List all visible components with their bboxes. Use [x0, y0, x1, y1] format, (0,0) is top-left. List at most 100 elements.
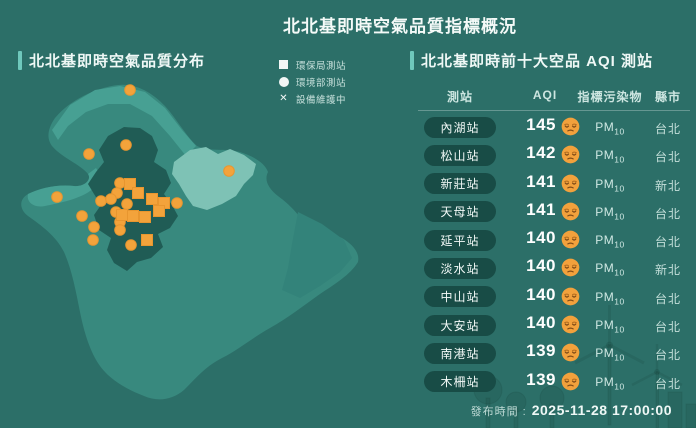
station-marker-circle[interactable] — [121, 198, 133, 210]
pollutant-label: PM10 — [595, 261, 625, 278]
pollutant-label: PM10 — [595, 374, 625, 392]
aqi-value: 142 — [526, 143, 556, 163]
station-marker-circle[interactable] — [95, 195, 107, 207]
aqi-value: 140 — [526, 228, 556, 248]
map-region-keelung — [172, 147, 256, 210]
pollutant-label: PM10 — [595, 346, 625, 363]
aqi-face-icon — [561, 343, 580, 362]
station-badge[interactable]: 延平站 — [424, 229, 496, 251]
table-row: 木柵站 139 PM10 台北 — [408, 368, 696, 396]
column-header-pollutant: 指標污染物 — [577, 90, 643, 104]
station-marker-circle[interactable] — [105, 193, 117, 205]
station-marker-circle[interactable] — [125, 239, 137, 251]
station-badge[interactable]: 內湖站 — [424, 116, 496, 138]
station-marker-circle[interactable] — [171, 197, 183, 209]
station-marker-circle[interactable] — [124, 84, 136, 96]
aqi-face-icon — [561, 315, 580, 334]
pollutant-label: PM10 — [595, 148, 625, 165]
county-label: 台北 — [654, 348, 681, 363]
aqi-face-icon — [561, 372, 580, 391]
aqi-value: 141 — [526, 199, 556, 219]
table-row: 天母站 141 PM10 台北 — [408, 198, 696, 226]
county-label: 台北 — [654, 150, 681, 165]
legend-item-maintenance: ✕ 設備維護中 — [276, 90, 346, 107]
station-marker-circle[interactable] — [88, 221, 100, 233]
station-marker-circle[interactable] — [76, 210, 88, 222]
station-marker-circle[interactable] — [114, 177, 126, 189]
pollutant-label: PM10 — [595, 233, 625, 250]
aqi-face-icon — [561, 117, 580, 136]
map-region-east — [282, 212, 352, 298]
header-separator — [418, 110, 690, 111]
aqi-value: 145 — [526, 115, 556, 134]
station-marker-square[interactable] — [153, 205, 165, 217]
publish-time-label: 發布時間 : — [470, 406, 527, 418]
aqi-face-icon — [561, 230, 580, 249]
pollutant-label: PM10 — [595, 176, 625, 193]
table-row: 南港站 139 PM10 台北 — [408, 339, 696, 367]
column-header-county: 縣市 — [654, 90, 681, 104]
aqi-value: 140 — [526, 256, 556, 276]
column-header-aqi: AQI — [532, 88, 558, 102]
station-marker-circle[interactable] — [223, 165, 235, 177]
station-badge[interactable]: 南港站 — [424, 342, 496, 364]
county-label: 台北 — [654, 122, 681, 136]
station-badge[interactable]: 新莊站 — [424, 173, 496, 195]
station-marker-square[interactable] — [116, 209, 128, 221]
station-badge[interactable]: 大安站 — [424, 314, 496, 336]
station-badge[interactable]: 天母站 — [424, 201, 496, 223]
station-marker-square[interactable] — [124, 178, 136, 190]
table-row: 中山站 140 PM10 台北 — [408, 283, 696, 311]
aqi-value: 141 — [526, 171, 556, 191]
legend-item-moenv: 環境部測站 — [276, 73, 346, 90]
pollutant-label: PM10 — [595, 289, 625, 307]
table-panel-header: 北北基即時前十大空品 AQI 測站 — [410, 50, 653, 71]
page-title: 北北基即時空氣品質指標概況 — [283, 17, 517, 36]
county-label: 台北 — [654, 376, 681, 391]
table-row: 淡水站 140 PM10 新北 — [408, 254, 696, 282]
station-badge[interactable]: 松山站 — [424, 144, 496, 166]
aqi-face-icon — [561, 145, 580, 164]
column-header-station: 測站 — [446, 90, 473, 104]
accent-bar — [18, 51, 22, 70]
aqi-face-icon — [561, 174, 580, 193]
circle-marker-icon — [276, 76, 291, 87]
pollutant-label: PM10 — [595, 318, 625, 335]
aqi-face-icon — [561, 202, 580, 221]
station-marker-square[interactable] — [141, 234, 153, 246]
station-marker-square[interactable] — [146, 193, 158, 205]
air-quality-map[interactable] — [0, 76, 400, 428]
station-marker-circle[interactable] — [120, 139, 132, 151]
aqi-table-panel: 北北基即時前十大空品 AQI 測站 測站 AQI 指標污染物 縣市 內湖站 14… — [408, 48, 696, 420]
table-row: 內湖站 145 PM10 台北 — [408, 113, 696, 141]
station-marker-circle[interactable] — [51, 191, 63, 203]
table-row: 延平站 140 PM10 台北 — [408, 226, 696, 254]
pollutant-label: PM10 — [595, 120, 625, 137]
county-label: 台北 — [654, 320, 681, 335]
aqi-table-body: 內湖站 145 PM10 台北 松山站 142 — [408, 113, 696, 396]
station-marker-square[interactable] — [139, 211, 151, 223]
aqi-face-icon — [561, 287, 580, 306]
map-region-tamsui — [27, 168, 99, 207]
publish-time-value: 2025-11-28 17:00:00 — [531, 402, 672, 418]
station-marker-circle[interactable] — [87, 234, 99, 246]
county-label: 新北 — [654, 178, 681, 193]
map-legend: 環保局測站 環境部測站 ✕ 設備維護中 — [276, 56, 346, 107]
station-markers[interactable] — [51, 84, 235, 251]
county-label: 台北 — [654, 235, 681, 250]
accent-bar — [410, 51, 414, 70]
map-panel-header: 北北基即時空氣品質分布 — [18, 50, 205, 71]
station-marker-circle[interactable] — [83, 148, 95, 160]
station-badge[interactable]: 淡水站 — [424, 257, 496, 279]
station-marker-square[interactable] — [127, 210, 139, 222]
station-badge[interactable]: 木柵站 — [424, 371, 496, 393]
station-badge[interactable]: 中山站 — [424, 286, 496, 308]
county-label: 台北 — [654, 291, 681, 306]
maintenance-cross-icon: ✕ — [279, 92, 288, 104]
table-row: 大安站 140 PM10 台北 — [408, 311, 696, 339]
aqi-value: 139 — [526, 369, 556, 389]
aqi-value: 140 — [526, 313, 556, 333]
legend-item-epb: 環保局測站 — [276, 56, 346, 73]
station-marker-square[interactable] — [132, 187, 144, 199]
station-marker-circle[interactable] — [114, 224, 126, 236]
